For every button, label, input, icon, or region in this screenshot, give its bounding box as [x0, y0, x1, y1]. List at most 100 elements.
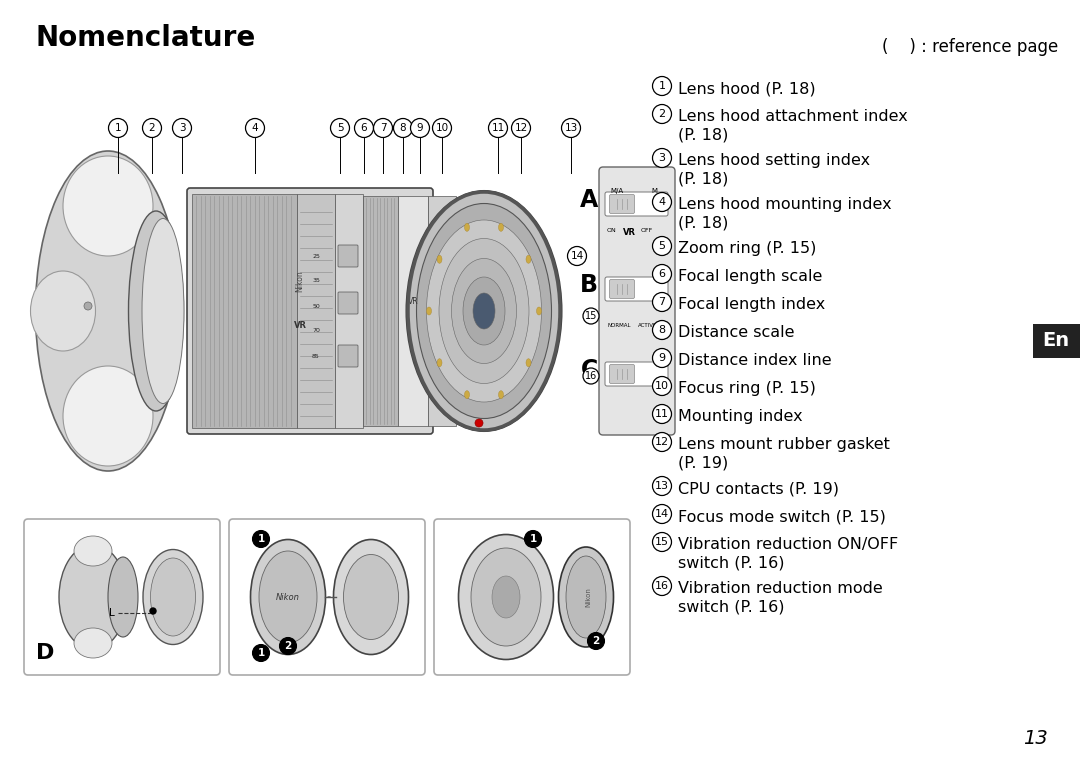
- Circle shape: [432, 119, 451, 138]
- Circle shape: [652, 505, 672, 523]
- Text: Focus ring (P. 15): Focus ring (P. 15): [678, 381, 815, 396]
- Circle shape: [393, 119, 413, 138]
- Ellipse shape: [463, 277, 505, 345]
- Text: Lens hood attachment index: Lens hood attachment index: [678, 109, 908, 124]
- Circle shape: [652, 192, 672, 211]
- Text: 15: 15: [584, 311, 597, 321]
- Ellipse shape: [36, 151, 180, 471]
- Bar: [363, 196, 399, 426]
- Text: 10: 10: [435, 123, 448, 133]
- Ellipse shape: [558, 547, 613, 647]
- Ellipse shape: [492, 576, 519, 618]
- Text: M/A: M/A: [610, 188, 623, 194]
- Text: Nikon: Nikon: [585, 587, 591, 607]
- Bar: [428, 196, 456, 426]
- Text: Lens hood setting index: Lens hood setting index: [678, 153, 870, 168]
- Text: 2: 2: [659, 109, 665, 119]
- Text: 1: 1: [529, 534, 537, 544]
- Text: 2: 2: [149, 123, 156, 133]
- Circle shape: [143, 119, 162, 138]
- Circle shape: [652, 237, 672, 256]
- Text: (P. 19): (P. 19): [678, 455, 728, 470]
- Text: NORMAL: NORMAL: [607, 323, 631, 328]
- Text: (    ) : reference page: ( ) : reference page: [881, 38, 1058, 56]
- Ellipse shape: [459, 535, 554, 660]
- Text: 9: 9: [659, 353, 665, 363]
- Text: 15: 15: [654, 537, 669, 547]
- Text: A: A: [580, 188, 598, 212]
- Ellipse shape: [343, 555, 399, 640]
- Text: Lens hood (P. 18): Lens hood (P. 18): [678, 81, 815, 96]
- Ellipse shape: [537, 307, 541, 315]
- Ellipse shape: [427, 220, 541, 402]
- Text: ON: ON: [607, 228, 617, 233]
- Text: 1: 1: [257, 648, 265, 658]
- Ellipse shape: [63, 366, 153, 466]
- Text: 50: 50: [312, 303, 320, 309]
- Circle shape: [652, 293, 672, 312]
- Ellipse shape: [75, 536, 112, 566]
- Text: 1: 1: [659, 81, 665, 91]
- FancyBboxPatch shape: [605, 277, 669, 301]
- Text: 4: 4: [659, 197, 665, 207]
- Circle shape: [583, 308, 599, 324]
- Text: 12: 12: [514, 123, 528, 133]
- Ellipse shape: [108, 557, 138, 637]
- Circle shape: [410, 119, 430, 138]
- Ellipse shape: [438, 238, 529, 384]
- Text: 16: 16: [654, 581, 669, 591]
- Text: 12: 12: [654, 437, 670, 447]
- Text: switch (P. 16): switch (P. 16): [678, 599, 784, 614]
- Text: switch (P. 16): switch (P. 16): [678, 555, 784, 570]
- Ellipse shape: [334, 539, 408, 654]
- Circle shape: [567, 247, 586, 266]
- Circle shape: [652, 433, 672, 451]
- Text: Distance scale: Distance scale: [678, 325, 795, 340]
- Text: 1: 1: [257, 534, 265, 544]
- FancyBboxPatch shape: [599, 167, 675, 435]
- Circle shape: [652, 104, 672, 123]
- Text: L: L: [109, 608, 114, 618]
- Circle shape: [374, 119, 392, 138]
- Text: 13: 13: [565, 123, 578, 133]
- Circle shape: [525, 531, 541, 548]
- FancyBboxPatch shape: [229, 519, 426, 675]
- Bar: [335, 194, 363, 428]
- FancyBboxPatch shape: [605, 192, 669, 216]
- Text: 3: 3: [659, 153, 665, 163]
- Text: 7: 7: [659, 297, 665, 307]
- Text: (P. 18): (P. 18): [678, 171, 728, 186]
- FancyBboxPatch shape: [338, 345, 357, 367]
- Text: Vibration reduction mode: Vibration reduction mode: [678, 581, 882, 596]
- Text: 6: 6: [659, 269, 665, 279]
- Text: (P. 18): (P. 18): [678, 127, 728, 142]
- Ellipse shape: [499, 391, 503, 398]
- Ellipse shape: [259, 551, 318, 643]
- Bar: [297, 194, 335, 428]
- Circle shape: [245, 119, 265, 138]
- Text: Focus mode switch (P. 15): Focus mode switch (P. 15): [678, 509, 886, 524]
- Text: 14: 14: [570, 251, 583, 261]
- Text: 9: 9: [417, 123, 423, 133]
- Text: Zoom ring (P. 15): Zoom ring (P. 15): [678, 241, 816, 256]
- Circle shape: [173, 119, 191, 138]
- Text: Focal length scale: Focal length scale: [678, 269, 822, 284]
- FancyBboxPatch shape: [609, 195, 635, 214]
- Ellipse shape: [437, 255, 442, 264]
- Text: 13: 13: [1023, 729, 1048, 748]
- Ellipse shape: [437, 358, 442, 367]
- Ellipse shape: [471, 548, 541, 646]
- Ellipse shape: [427, 307, 432, 315]
- Text: En: En: [1042, 332, 1069, 351]
- Ellipse shape: [150, 558, 195, 636]
- Text: Nomenclature: Nomenclature: [35, 24, 255, 52]
- Circle shape: [652, 77, 672, 96]
- Text: Lens hood mounting index: Lens hood mounting index: [678, 197, 892, 212]
- Text: B: B: [580, 273, 598, 297]
- Circle shape: [512, 119, 530, 138]
- Circle shape: [652, 404, 672, 424]
- Ellipse shape: [59, 545, 127, 650]
- Text: 14: 14: [654, 509, 670, 519]
- Ellipse shape: [499, 224, 503, 231]
- Circle shape: [354, 119, 374, 138]
